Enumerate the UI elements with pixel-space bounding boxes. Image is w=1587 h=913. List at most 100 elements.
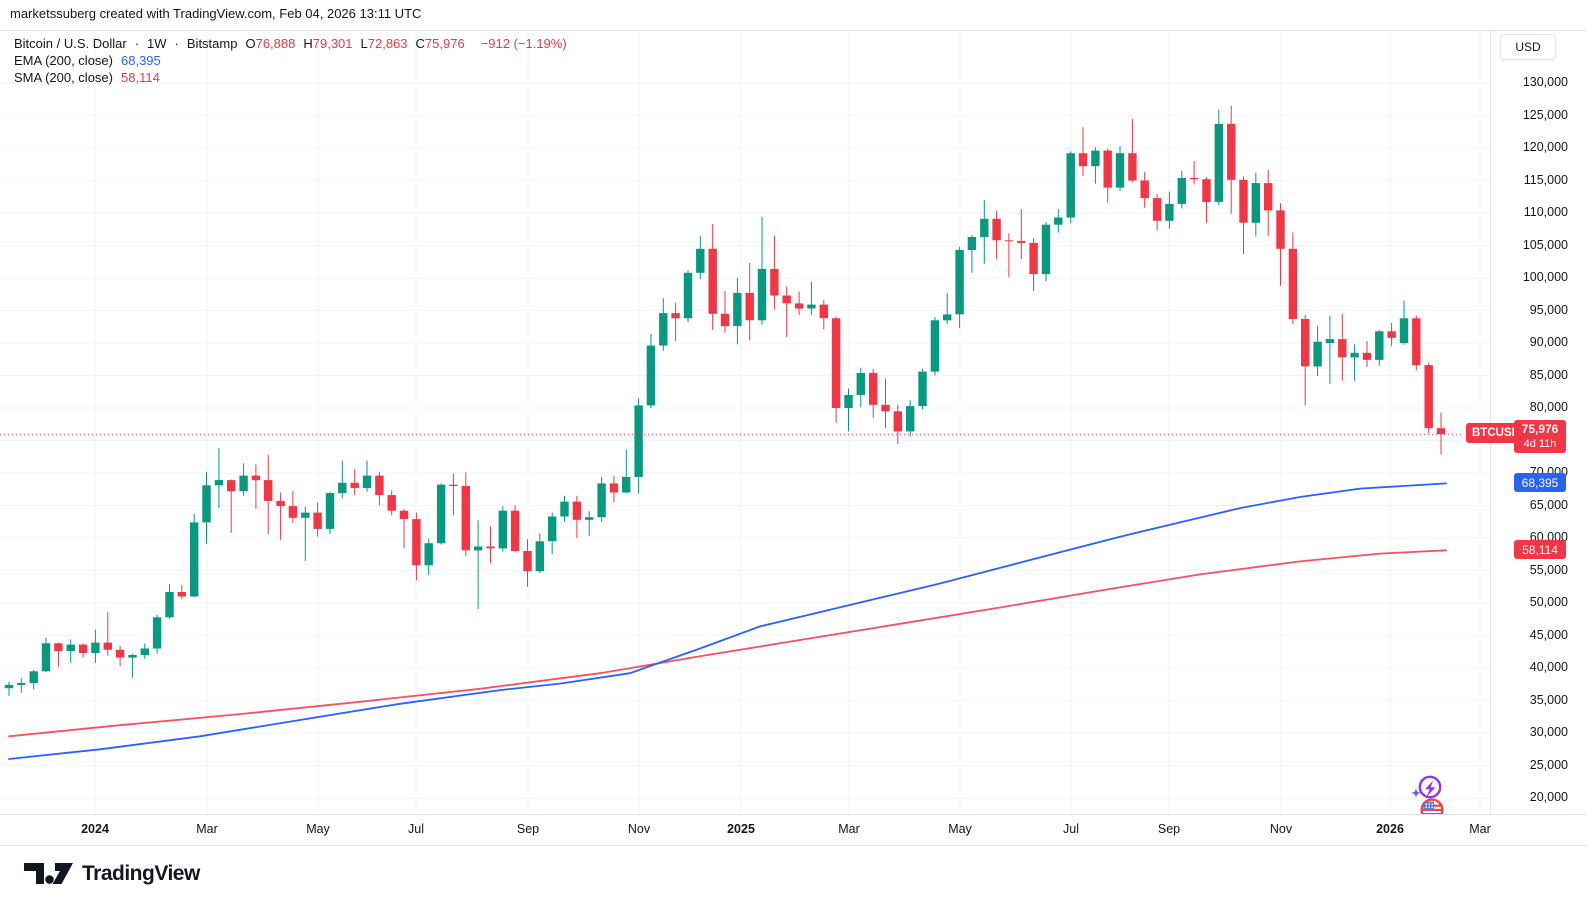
candle-body: [918, 371, 927, 407]
exchange-label: Bitstamp: [186, 36, 238, 51]
candle-body: [1313, 341, 1322, 367]
candle-body: [486, 546, 495, 549]
candle-body: [264, 480, 273, 501]
candle-body: [720, 313, 730, 327]
candle-body: [66, 644, 75, 652]
candle-body: [103, 642, 112, 650]
candle-body: [646, 345, 656, 406]
candle-body: [634, 405, 643, 477]
time-tick-label: 2025: [727, 822, 755, 836]
candle-body: [683, 272, 693, 319]
candle-body: [436, 484, 446, 544]
time-tick-label: Mar: [1469, 822, 1491, 836]
legend-separator: ·: [134, 36, 140, 51]
candle-body: [597, 483, 606, 518]
candle-body: [1399, 318, 1409, 343]
candle-body: [893, 411, 902, 432]
candle-body: [1276, 210, 1285, 249]
sma-axis-label: 58,114: [1514, 540, 1566, 559]
candle-body: [461, 486, 470, 551]
time-tick-label: Jul: [408, 822, 424, 836]
currency-unit-button[interactable]: USD: [1500, 34, 1556, 60]
chart-canvas[interactable]: [0, 31, 1490, 846]
candle-body: [856, 372, 865, 395]
candle-body: [1177, 177, 1186, 204]
candle-body: [4, 684, 14, 689]
price-tick-label: 95,000: [1529, 302, 1568, 317]
time-tick-label: Sep: [516, 822, 540, 836]
candle-body: [1227, 123, 1236, 180]
candle-body: [313, 512, 322, 529]
candle-body: [1115, 153, 1125, 188]
candle-body: [362, 475, 372, 488]
candle-body: [29, 671, 38, 683]
candle-body: [535, 541, 544, 572]
ema-label: EMA (200, close): [14, 53, 113, 68]
candle-body: [622, 476, 631, 493]
candle-body: [1078, 153, 1088, 167]
price-tick-label: 90,000: [1529, 335, 1568, 349]
time-tick-label: Mar: [196, 822, 218, 836]
ema-line[interactable]: [8, 482, 1447, 760]
candle-body: [214, 480, 224, 486]
price-tick-label: 120,000: [1522, 140, 1568, 154]
candle-body: [1387, 331, 1396, 338]
sma-legend-row[interactable]: SMA (200, close) 58,114: [14, 69, 567, 86]
price-tick-label: 30,000: [1529, 725, 1568, 739]
candle-body: [54, 643, 63, 652]
candle-body: [943, 314, 952, 321]
price-tick-label: 25,000: [1529, 757, 1568, 772]
time-tick-label: Jul: [1063, 822, 1079, 836]
ema-legend-row[interactable]: EMA (200, close) 68,395: [14, 52, 567, 69]
candle-body: [412, 519, 421, 566]
price-tick-label: 40,000: [1529, 660, 1568, 674]
candle-body: [227, 480, 236, 492]
ema-axis-label: 68,395: [1514, 473, 1566, 492]
candle-body: [696, 248, 705, 273]
candle-body: [560, 501, 569, 517]
candle-body: [548, 516, 557, 542]
last-price-label: 75,976 4d 11h: [1514, 420, 1566, 453]
candle-body: [955, 250, 964, 315]
candle-body: [831, 318, 841, 408]
time-axis[interactable]: 2024 Mar May Jul Sep Nov 2025 Mar May Jul Sep Nov 20…: [0, 814, 1587, 847]
price-tick-label: 100,000: [1522, 270, 1568, 284]
sma-value: 58,114: [121, 70, 160, 85]
candle-body: [399, 510, 409, 520]
candle-body: [609, 483, 619, 493]
candle-body: [1054, 217, 1063, 225]
symbol-legend-row[interactable]: Bitcoin / U.S. Dollar · 1W · Bitstamp O7…: [14, 35, 567, 52]
candle-body: [1301, 318, 1310, 367]
candle-body: [745, 292, 754, 321]
candle-body: [844, 395, 853, 408]
candle-body: [1436, 428, 1446, 435]
candle-body: [375, 475, 384, 496]
price-tick-label: 110,000: [1523, 205, 1568, 219]
price-tick-label: 55,000: [1529, 562, 1568, 577]
price-tick-label: 45,000: [1529, 627, 1568, 642]
candle-body: [733, 292, 742, 327]
candle-body: [1412, 318, 1421, 366]
chart-legend: Bitcoin / U.S. Dollar · 1W · Bitstamp O7…: [14, 35, 567, 86]
price-tick-label: 125,000: [1522, 107, 1568, 122]
tradingview-logo[interactable]: TradingView: [22, 859, 200, 888]
candle-body: [992, 218, 1001, 241]
candle-body: [498, 510, 507, 549]
candle-body: [770, 268, 779, 296]
price-axis[interactable]: 130,000 125,000 120,000 115,000 110,000 105,0…: [1490, 31, 1587, 814]
candle-body: [930, 320, 940, 372]
candle-body: [1202, 179, 1211, 202]
ai-lightning-marker-icon[interactable]: [1411, 775, 1442, 799]
price-tick-label: 50,000: [1529, 595, 1568, 609]
candle-body: [1350, 352, 1359, 358]
price-tick-label: 80,000: [1529, 400, 1568, 414]
candle-body: [1041, 224, 1051, 275]
candle-body: [1214, 123, 1223, 202]
change-value: −912 (−1.19%): [480, 36, 567, 51]
candle-body: [1017, 240, 1026, 243]
time-tick-label: May: [306, 822, 330, 836]
ohlc-item: C75,976: [415, 36, 465, 51]
candle-body: [1091, 150, 1100, 167]
sma-line[interactable]: [8, 549, 1447, 738]
